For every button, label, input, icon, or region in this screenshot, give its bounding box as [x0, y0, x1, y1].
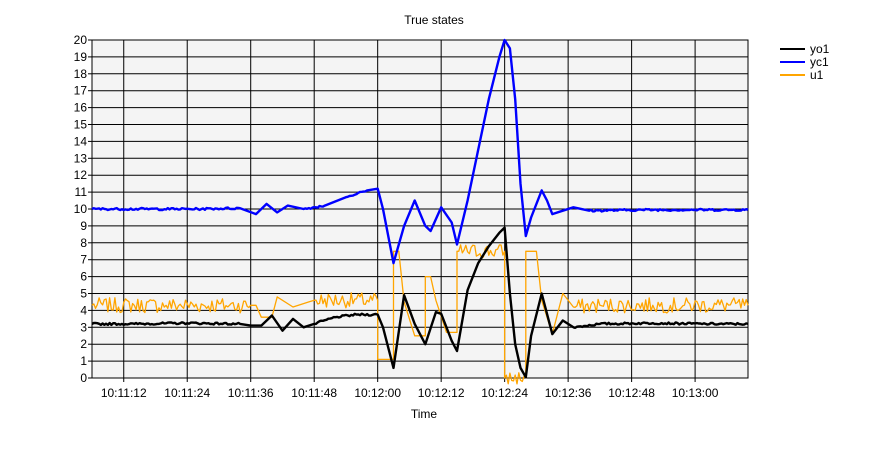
- x-tick-label: 10:11:48: [291, 386, 337, 400]
- series-line-yo1: [91, 226, 749, 379]
- y-tick-label: 0: [80, 371, 87, 385]
- y-tick-label: 18: [74, 67, 88, 81]
- y-tick-label: 7: [80, 253, 87, 267]
- y-tick-label: 6: [80, 270, 87, 284]
- x-tick-label: 10:13:00: [672, 386, 719, 400]
- y-tick-label: 11: [75, 185, 88, 199]
- y-tick-label: 8: [80, 236, 87, 250]
- series-line-u1: [91, 244, 749, 385]
- y-tick-label: 3: [80, 320, 87, 334]
- x-axis: 10:11:12 10:11:24 10:11:36 10:11:48 10:12:00…: [101, 378, 719, 400]
- legend-label-yo1: yo1: [810, 42, 830, 56]
- y-tick-label: 10: [74, 202, 88, 216]
- series-lines: [91, 38, 749, 385]
- x-axis-label: Time: [411, 407, 438, 421]
- legend-label-yc1: yc1: [810, 55, 829, 69]
- y-tick-label: 5: [80, 287, 87, 301]
- x-tick-label: 10:12:36: [545, 386, 592, 400]
- x-tick-label: 10:11:12: [101, 386, 147, 400]
- y-tick-label: 2: [80, 337, 87, 351]
- y-tick-label: 19: [74, 50, 88, 64]
- y-tick-label: 14: [74, 134, 88, 148]
- y-tick-label: 12: [74, 168, 88, 182]
- y-tick-label: 20: [74, 33, 88, 47]
- x-tick-label: 10:11:36: [228, 386, 274, 400]
- x-tick-label: 10:11:24: [164, 386, 210, 400]
- x-tick-label: 10:12:12: [418, 386, 465, 400]
- y-tick-label: 4: [80, 303, 87, 317]
- y-tick-label: 1: [80, 354, 87, 368]
- x-tick-label: 10:12:48: [608, 386, 655, 400]
- y-tick-label: 9: [80, 219, 87, 233]
- legend-label-u1: u1: [810, 68, 824, 82]
- x-tick-label: 10:12:00: [354, 386, 401, 400]
- x-tick-label: 10:12:24: [481, 386, 528, 400]
- y-tick-label: 16: [74, 101, 88, 115]
- chart-title: True states: [404, 13, 464, 27]
- y-tick-label: 13: [74, 151, 88, 165]
- y-tick-label: 17: [74, 84, 88, 98]
- y-tick-label: 15: [74, 118, 88, 132]
- series-line-yc1: [91, 38, 749, 265]
